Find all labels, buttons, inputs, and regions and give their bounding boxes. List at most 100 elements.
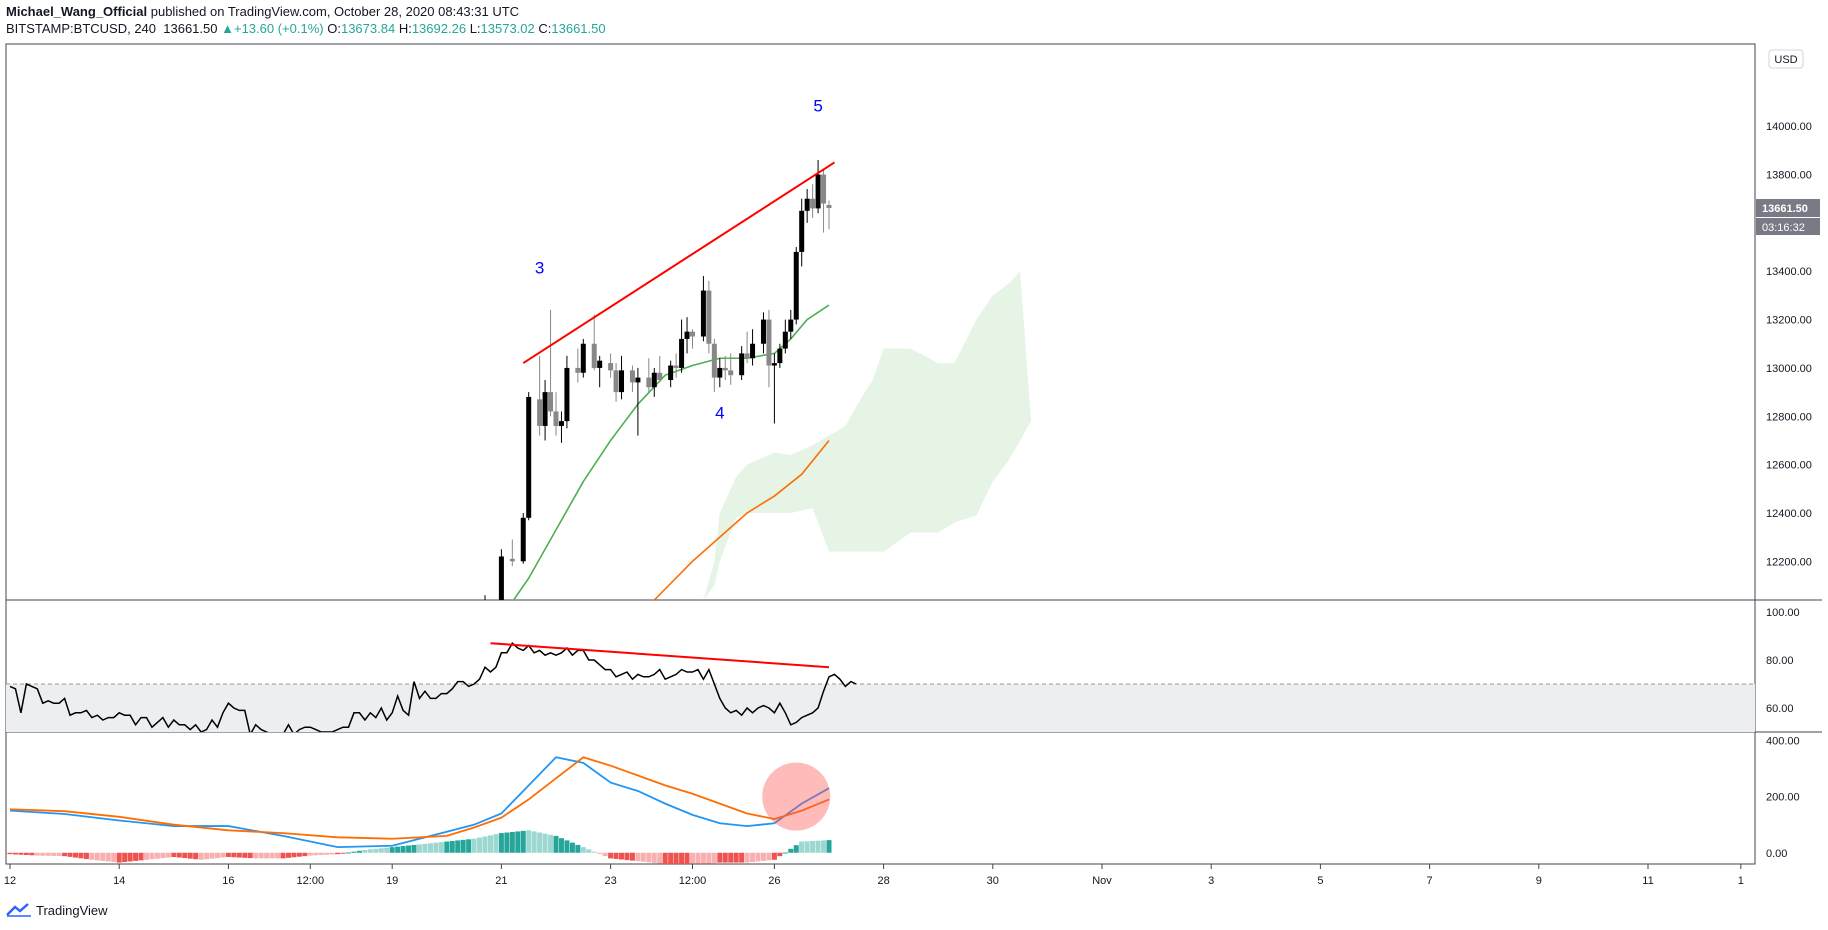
- candle-body: [597, 360, 603, 368]
- countdown-box: [1756, 218, 1820, 236]
- candle-body: [700, 290, 706, 337]
- macd-histogram-bar: [509, 831, 515, 853]
- macd-histogram-bar: [777, 852, 783, 857]
- candle-body: [679, 338, 685, 368]
- ma-slow-line[interactable]: [653, 439, 830, 600]
- candle[interactable]: [679, 319, 685, 373]
- macd-histogram-bar: [520, 830, 526, 853]
- candle[interactable]: [580, 338, 586, 378]
- candle[interactable]: [793, 247, 799, 325]
- macd-histogram-bar: [111, 852, 117, 863]
- macd-histogram-bar: [548, 834, 554, 853]
- candle[interactable]: [548, 309, 554, 417]
- candle[interactable]: [788, 309, 794, 339]
- candle[interactable]: [782, 319, 788, 354]
- macd-histogram-bar: [575, 844, 581, 853]
- candle[interactable]: [629, 365, 635, 393]
- candle[interactable]: [520, 512, 526, 564]
- signal-line[interactable]: [9, 756, 830, 840]
- price-pane[interactable]: 3 4 5: [483, 97, 1037, 646]
- macd-histogram-bar: [275, 852, 281, 859]
- candle-body: [668, 365, 674, 381]
- macd-histogram-bar: [427, 843, 433, 853]
- macd-histogram-bar: [755, 852, 761, 862]
- candle[interactable]: [646, 358, 652, 393]
- candle[interactable]: [668, 360, 674, 388]
- candle[interactable]: [684, 317, 690, 354]
- candle[interactable]: [815, 160, 821, 214]
- macd-histogram-bar: [537, 832, 543, 853]
- candle[interactable]: [558, 411, 564, 443]
- tradingview-footer[interactable]: TradingView: [6, 902, 108, 918]
- candle[interactable]: [760, 312, 766, 354]
- currency-badge[interactable]: USD: [1768, 49, 1804, 69]
- candle[interactable]: [744, 331, 750, 364]
- candle[interactable]: [771, 353, 777, 424]
- candle-body: [750, 343, 756, 359]
- candle[interactable]: [810, 184, 816, 219]
- candle[interactable]: [483, 595, 488, 646]
- candle[interactable]: [799, 198, 805, 267]
- macd-histogram-bar: [564, 840, 570, 853]
- author-name[interactable]: Michael_Wang_Official: [6, 4, 148, 19]
- candle[interactable]: [826, 200, 832, 230]
- candle[interactable]: [619, 355, 625, 400]
- macd-histogram-bar: [515, 831, 521, 853]
- candle-body: [722, 367, 728, 371]
- candle[interactable]: [613, 363, 619, 402]
- candle[interactable]: [690, 329, 695, 349]
- candle[interactable]: [537, 355, 543, 436]
- macd-histogram-bar: [558, 838, 564, 853]
- macd-line[interactable]: [9, 756, 830, 849]
- candle-body: [613, 370, 619, 393]
- candle[interactable]: [635, 367, 641, 436]
- candle[interactable]: [608, 353, 614, 378]
- candle[interactable]: [651, 367, 657, 397]
- candle-body: [771, 363, 777, 366]
- candle[interactable]: [657, 355, 663, 383]
- rsi-line[interactable]: [9, 642, 857, 737]
- candle[interactable]: [706, 280, 712, 354]
- time-tick-label: 16: [222, 875, 234, 887]
- rsi-tick-label: 80.00: [1766, 655, 1794, 667]
- macd-histogram-bar: [362, 849, 368, 853]
- candle[interactable]: [542, 380, 548, 441]
- candle[interactable]: [750, 329, 756, 366]
- macd-histogram-bar: [750, 852, 756, 863]
- candle[interactable]: [711, 338, 717, 393]
- axes: 14000.0013800.0013600.0013400.0013200.00…: [4, 49, 1820, 887]
- candle[interactable]: [821, 169, 827, 233]
- rsi-pane[interactable]: [6, 642, 1755, 737]
- ma-fast-line[interactable]: [507, 304, 830, 610]
- candle[interactable]: [526, 392, 532, 521]
- candle[interactable]: [722, 355, 728, 381]
- candle-body: [739, 353, 745, 376]
- candle[interactable]: [766, 309, 772, 388]
- macd-pane[interactable]: [7, 756, 832, 865]
- candle[interactable]: [739, 346, 745, 381]
- candle[interactable]: [591, 314, 597, 371]
- candle[interactable]: [804, 189, 810, 223]
- macd-histogram-bar: [449, 840, 455, 853]
- macd-histogram-bar: [662, 852, 668, 864]
- symbol-label[interactable]: BITSTAMP:BTCUSD, 240: [6, 21, 157, 36]
- macd-tick-label: 400.00: [1766, 735, 1800, 747]
- candle[interactable]: [777, 343, 783, 368]
- candle[interactable]: [509, 539, 515, 567]
- candle[interactable]: [575, 348, 581, 383]
- candle[interactable]: [700, 276, 706, 342]
- rsi-trendline[interactable]: [490, 642, 830, 669]
- candle[interactable]: [498, 549, 504, 609]
- candle[interactable]: [673, 353, 679, 378]
- candle[interactable]: [728, 353, 734, 385]
- price-tick-label: 12600.00: [1766, 460, 1812, 472]
- macd-histogram-bar: [553, 835, 559, 853]
- price-trendline[interactable]: [522, 161, 836, 364]
- candle[interactable]: [717, 358, 723, 388]
- candle[interactable]: [553, 392, 559, 436]
- currency-badge-box: [1768, 49, 1804, 69]
- macd-histogram-bar: [586, 849, 592, 853]
- candle[interactable]: [564, 355, 570, 429]
- candle[interactable]: [597, 355, 603, 388]
